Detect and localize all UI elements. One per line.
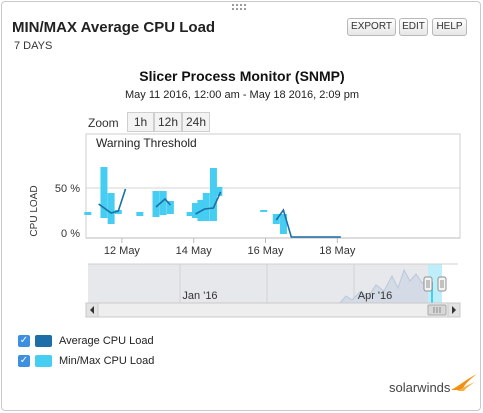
average-line xyxy=(155,197,171,208)
navigator-date-label: Apr '16 xyxy=(358,290,393,302)
scrollbar-track[interactable] xyxy=(85,302,461,318)
checkbox-average[interactable]: ✓ xyxy=(18,335,30,347)
brand-name: solarwinds xyxy=(389,380,451,395)
chart-date-range: May 11 2016, 12:00 am - May 18 2016, 2:0… xyxy=(125,89,359,101)
widget-title: MIN/MAX Average CPU Load xyxy=(12,19,216,36)
minmax-bar xyxy=(191,203,199,218)
scroll-left-icon xyxy=(90,306,94,314)
time-period-label: 7 DAYS xyxy=(14,40,53,52)
minmax-bar xyxy=(159,191,167,215)
x-tick-label: 16 May xyxy=(247,245,284,257)
checkbox-minmax[interactable]: ✓ xyxy=(18,355,30,367)
zoom-1h-button[interactable]: 1h xyxy=(127,112,154,132)
minmax-bar xyxy=(260,210,268,212)
average-line xyxy=(275,208,341,238)
minmax-swatch xyxy=(35,355,52,367)
drag-handle-icon[interactable] xyxy=(232,4,250,12)
minmax-bar xyxy=(100,167,108,218)
minmax-bar xyxy=(136,212,144,216)
average-line xyxy=(98,188,127,214)
y-axis-label: CPU LOAD xyxy=(29,185,40,236)
y-tick-label: 50 % xyxy=(55,183,80,195)
navigator-scrollbar[interactable] xyxy=(85,302,461,318)
zoom-24h-button[interactable]: 24h xyxy=(182,112,210,132)
edit-button[interactable]: EDIT xyxy=(399,18,428,36)
x-tick-label: 18 May xyxy=(319,245,356,257)
average-line xyxy=(195,191,222,215)
navigator[interactable] xyxy=(88,263,458,304)
average-swatch xyxy=(35,335,52,347)
legend-label: Average CPU Load xyxy=(59,335,154,347)
minmax-bar xyxy=(152,191,160,217)
export-button[interactable]: EXPORT xyxy=(347,18,396,36)
minmax-bar xyxy=(215,187,223,196)
warning-threshold-label: Warning Threshold xyxy=(96,136,197,150)
navigator-handle-right[interactable] xyxy=(437,276,447,292)
solarwinds-bird-icon xyxy=(451,374,477,391)
navigator-mask xyxy=(88,264,428,303)
legend-label: Min/Max CPU Load xyxy=(59,355,155,367)
minmax-bar xyxy=(209,168,217,221)
minmax-bar xyxy=(84,212,92,215)
navigator-date-label: Jan '16 xyxy=(182,290,217,302)
y-tick-label: 0 % xyxy=(61,228,80,240)
scroll-right-icon xyxy=(452,306,456,314)
minmax-bar xyxy=(107,193,115,224)
minmax-bar xyxy=(114,210,122,214)
navigator-series-line xyxy=(339,268,429,304)
minmax-bar xyxy=(279,214,287,234)
chart-title: Slicer Process Monitor (SNMP) xyxy=(139,68,345,84)
zoom-12h-button[interactable]: 12h xyxy=(154,112,182,132)
zoom-label: Zoom xyxy=(88,116,119,130)
x-tick-label: 12 May xyxy=(104,245,141,257)
navigator-handle-left[interactable] xyxy=(423,276,433,292)
minmax-bar xyxy=(202,193,210,221)
minmax-bar xyxy=(166,201,174,214)
x-tick-label: 14 May xyxy=(176,245,213,257)
minmax-bar xyxy=(186,212,194,216)
navigator-series xyxy=(340,270,428,303)
help-button[interactable]: HELP xyxy=(432,18,467,36)
